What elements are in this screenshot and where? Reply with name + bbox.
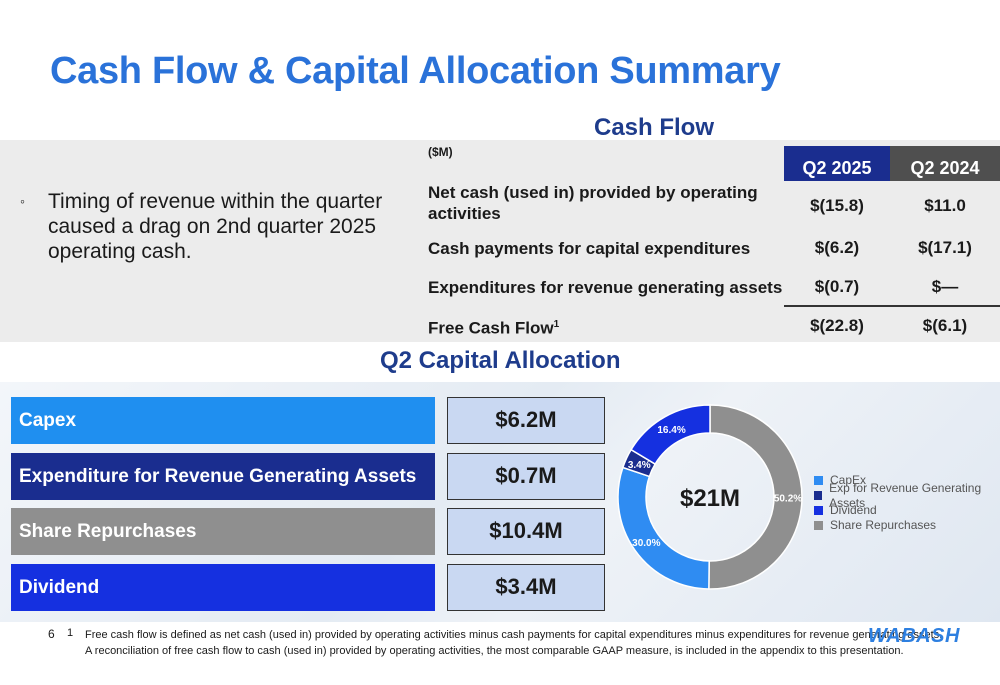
allocation-value-revenue-assets: $0.7M	[447, 453, 605, 500]
footnote-line-1: Free cash flow is defined as net cash (u…	[85, 629, 943, 641]
legend-item: CapEx	[814, 473, 1000, 488]
row-label-capex: Cash payments for capital expenditures	[428, 239, 751, 258]
row-value-fcf-2024: $(6.1)	[922, 316, 968, 335]
donut-data-label: 16.4%	[657, 425, 685, 436]
footnote-line-2: A reconciliation of free cash flow to ca…	[85, 645, 904, 657]
footnote: Free cash flow is defined as net cash (u…	[85, 627, 955, 659]
legend-label: Exp for Revenue Generating Assets	[829, 480, 982, 510]
row-value-capex-2024: $(17.1)	[918, 238, 972, 257]
donut-slice-share-repurchases	[708, 404, 803, 590]
legend-item: Dividend	[814, 503, 1000, 518]
donut-slice-dividend	[630, 404, 711, 466]
footnote-ref: 1	[553, 319, 560, 330]
row-label-free-cash-flow: Free Cash Flow1	[428, 314, 559, 339]
row-value-operating-2024: $11.0	[924, 196, 966, 215]
bullet-marker: ◦	[20, 193, 25, 209]
legend-item: Share Repurchases	[814, 518, 1000, 533]
legend-swatch	[814, 476, 823, 485]
cash-flow-heading: Cash Flow	[594, 114, 715, 141]
donut-data-label: 3.4%	[628, 460, 651, 471]
allocation-donut-chart: 50.2% 30.0% 3.4% 16.4% $21M	[617, 404, 803, 590]
donut-data-label: 50.2%	[774, 493, 802, 504]
allocation-bar-revenue-assets: Expenditure for Revenue Generating Asset…	[11, 453, 435, 500]
legend-item: Exp for Revenue Generating Assets	[814, 481, 1000, 510]
allocation-bar-share-repurchases: Share Repurchases	[11, 508, 435, 555]
legend-label: CapEx	[830, 473, 867, 487]
row-value-capex-2025: $(6.2)	[814, 238, 860, 257]
page-title: Cash Flow & Capital Allocation Summary	[50, 50, 781, 92]
allocation-bar-dividend: Dividend	[11, 564, 435, 611]
legend-swatch	[814, 521, 823, 530]
allocation-value-share-repurchases: $10.4M	[447, 508, 605, 555]
legend-label: Dividend	[830, 503, 877, 517]
allocation-value-capex: $6.2M	[447, 397, 605, 444]
footnote-number: 1	[67, 627, 74, 639]
column-header-q2-2024: Q2 2024	[890, 146, 1000, 181]
page-number: 6	[48, 627, 55, 641]
row-value-operating-2025: $(15.8)	[810, 196, 864, 215]
row-label-revenue-assets: Expenditures for revenue generating asse…	[428, 278, 783, 297]
free-cash-flow-label: Free Cash Flow	[428, 318, 554, 338]
bullet-text: Timing of revenue within the quarter cau…	[48, 190, 383, 263]
legend-swatch	[814, 506, 823, 515]
row-value-revenue-assets-2025: $(0.7)	[814, 277, 860, 296]
legend-label: Share Repurchases	[830, 518, 937, 532]
donut-center-label: $21M	[680, 485, 740, 512]
company-logo: WABASH	[868, 625, 960, 647]
row-label-operating: Net cash (used in) provided by operating…	[428, 183, 758, 223]
column-header-q2-2025: Q2 2025	[784, 146, 890, 181]
chart-legend: CapEx Exp for Revenue Generating Assets Di…	[814, 473, 1000, 533]
donut-data-label: 30.0%	[632, 538, 660, 549]
total-rule	[784, 305, 1000, 307]
capital-allocation-heading: Q2 Capital Allocation	[380, 347, 621, 374]
legend-swatch	[814, 491, 823, 500]
allocation-bar-capex: Capex	[11, 397, 435, 444]
allocation-value-dividend: $3.4M	[447, 564, 605, 611]
row-value-fcf-2025: $(22.8)	[810, 316, 864, 335]
row-value-revenue-assets-2024: $—	[931, 277, 959, 296]
table-unit: ($M)	[428, 145, 453, 159]
